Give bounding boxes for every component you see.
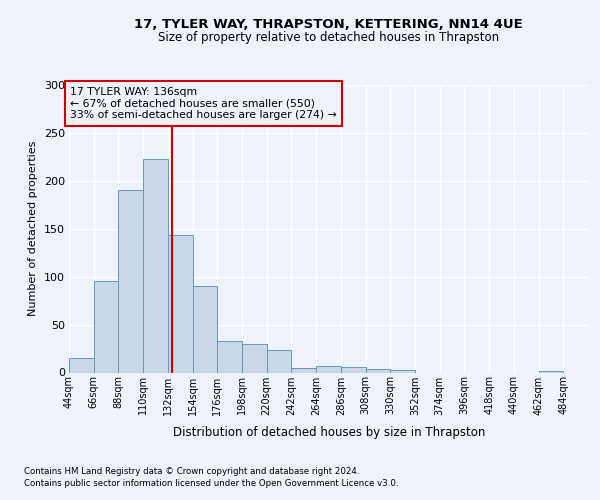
Bar <box>94 282 118 372</box>
Bar <box>242 344 267 372</box>
Y-axis label: Number of detached properties: Number of detached properties <box>28 141 38 316</box>
Text: 17, TYLER WAY, THRAPSTON, KETTERING, NN14 4UE: 17, TYLER WAY, THRAPSTON, KETTERING, NN1… <box>134 18 523 30</box>
Bar <box>365 368 390 372</box>
Bar <box>118 190 143 372</box>
Bar <box>168 236 193 372</box>
Text: Distribution of detached houses by size in Thrapston: Distribution of detached houses by size … <box>173 426 485 439</box>
Bar <box>69 358 94 372</box>
Bar <box>316 366 341 372</box>
Text: 17 TYLER WAY: 136sqm
← 67% of detached houses are smaller (550)
33% of semi-deta: 17 TYLER WAY: 136sqm ← 67% of detached h… <box>70 87 337 120</box>
Text: Contains public sector information licensed under the Open Government Licence v3: Contains public sector information licen… <box>24 478 398 488</box>
Bar <box>143 159 168 372</box>
Bar <box>217 341 242 372</box>
Bar <box>341 367 365 372</box>
Bar <box>292 368 316 372</box>
Bar <box>539 370 563 372</box>
Bar <box>193 286 217 372</box>
Text: Contains HM Land Registry data © Crown copyright and database right 2024.: Contains HM Land Registry data © Crown c… <box>24 468 359 476</box>
Bar <box>390 370 415 372</box>
Bar <box>267 350 292 372</box>
Text: Size of property relative to detached houses in Thrapston: Size of property relative to detached ho… <box>158 31 499 44</box>
